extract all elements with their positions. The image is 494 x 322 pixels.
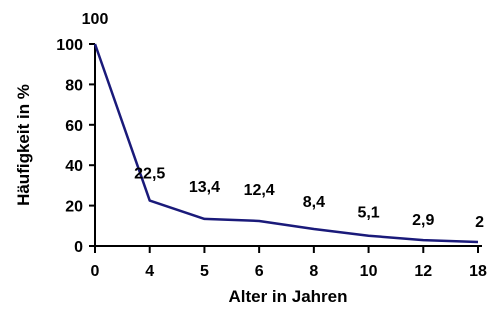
data-label: 8,4 — [303, 194, 325, 211]
x-tick-label: 12 — [414, 263, 432, 280]
y-axis: 0 20 40 60 80 100 — [56, 37, 96, 256]
data-labels: 100 22,5 13,4 12,4 8,4 5,1 2,9 2 — [82, 11, 484, 231]
data-label: 5,1 — [357, 205, 379, 222]
x-tick-label: 0 — [91, 263, 100, 280]
x-tick-label: 8 — [309, 263, 318, 280]
x-tick-label: 18 — [469, 263, 487, 280]
y-tick-label: 80 — [65, 77, 83, 94]
x-tick-label: 5 — [200, 263, 209, 280]
x-tick-label: 4 — [145, 263, 154, 280]
data-label: 100 — [82, 11, 109, 28]
data-label: 22,5 — [134, 166, 165, 183]
data-label: 2 — [475, 214, 484, 231]
x-tick-label: 10 — [360, 263, 378, 280]
y-tick-label: 60 — [65, 118, 83, 135]
y-tick-label: 0 — [74, 239, 83, 256]
y-tick-label: 40 — [65, 158, 83, 175]
x-axis-title: Alter in Jahren — [228, 287, 347, 306]
y-tick-label: 20 — [65, 199, 83, 216]
x-tick-label: 6 — [255, 263, 264, 280]
x-ticks: 0 4 5 6 8 10 12 18 — [91, 246, 487, 280]
y-ticks: 0 20 40 60 80 100 — [56, 37, 95, 256]
y-axis-title: Häufigkeit in % — [14, 84, 33, 206]
data-label: 12,4 — [244, 182, 275, 199]
x-axis: 0 4 5 6 8 10 12 18 — [91, 245, 487, 280]
series-line — [93, 43, 479, 244]
y-tick-label: 100 — [56, 37, 83, 54]
data-label: 13,4 — [189, 179, 220, 196]
data-label: 2,9 — [412, 212, 434, 229]
